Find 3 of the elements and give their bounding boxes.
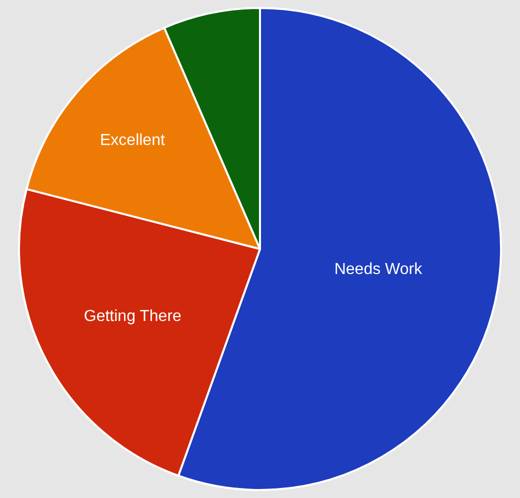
slice-label: Needs Work [334, 261, 424, 278]
slice-label: Getting There [84, 308, 182, 325]
slice-label: Excellent [100, 132, 166, 149]
